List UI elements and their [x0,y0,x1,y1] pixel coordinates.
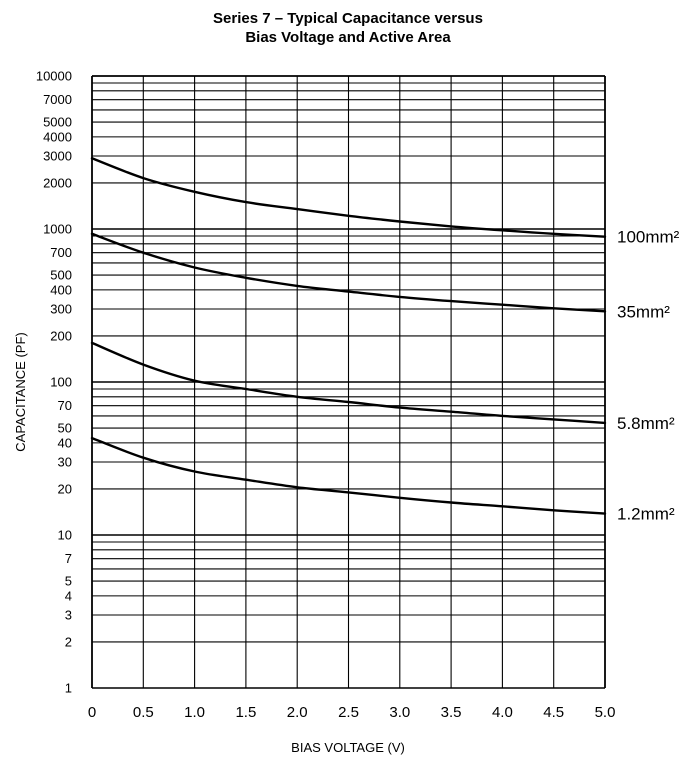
x-tick-label: 2.5 [338,704,359,721]
x-tick-label: 0.5 [133,704,154,721]
x-tick-label: 2.0 [287,704,308,721]
series-line [90,341,607,425]
y-tick-label: 3000 [43,149,72,164]
grid [91,75,606,689]
series-labels: 100mm² 35mm² 5.8mm² 1.2mm² [617,228,680,524]
curves [90,157,607,515]
y-tick-label: 4000 [43,129,72,144]
y-tick-label: 100 [50,375,72,390]
series-line [90,232,607,313]
chart-subtitle: Bias Voltage and Active Area [245,29,451,46]
y-tick-label: 2000 [43,175,72,190]
series-line [90,157,607,238]
y-tick-label: 3 [65,608,72,623]
y-tick-label: 300 [50,302,72,317]
y-tick-label: 1000 [43,222,72,237]
series-label: 1.2mm² [617,505,675,524]
x-tick-label: 3.5 [441,704,462,721]
y-tick-label: 200 [50,328,72,343]
x-tick-label: 0 [88,704,96,721]
series-label: 5.8mm² [617,414,675,433]
series-label: 35mm² [617,302,670,321]
y-tick-label: 10 [58,528,72,543]
y-tick-label: 2 [65,634,72,649]
y-tick-label: 700 [50,245,72,260]
series-line [90,436,607,515]
y-tick-label: 40 [58,435,72,450]
y-tick-label: 50 [58,421,72,436]
x-tick-label: 4.5 [543,704,564,721]
y-tick-label: 10000 [36,69,72,84]
y-tick-label: 7000 [43,92,72,107]
y-tick-label: 20 [58,481,72,496]
y-tick-label: 70 [58,398,72,413]
y-tick-label: 5000 [43,115,72,130]
x-tick-label: 5.0 [595,704,616,721]
series-label: 100mm² [617,228,680,247]
chart-title: Series 7 – Typical Capacitance versus [213,10,483,27]
y-tick-label: 1 [65,681,72,696]
y-tick-label: 7 [65,551,72,566]
x-tick-label: 3.0 [389,704,410,721]
x-tick-label: 1.5 [235,704,256,721]
y-tick-label: 4 [65,588,72,603]
y-axis-label: CAPACITANCE (PF) [13,332,28,451]
x-tick-label: 4.0 [492,704,513,721]
x-tick-label: 1.0 [184,704,205,721]
x-axis-label: BIAS VOLTAGE (V) [291,740,405,755]
y-tick-label: 500 [50,268,72,283]
y-tick-label: 5 [65,574,72,589]
y-tick-label: 400 [50,282,72,297]
y-tick-label: 30 [58,455,72,470]
